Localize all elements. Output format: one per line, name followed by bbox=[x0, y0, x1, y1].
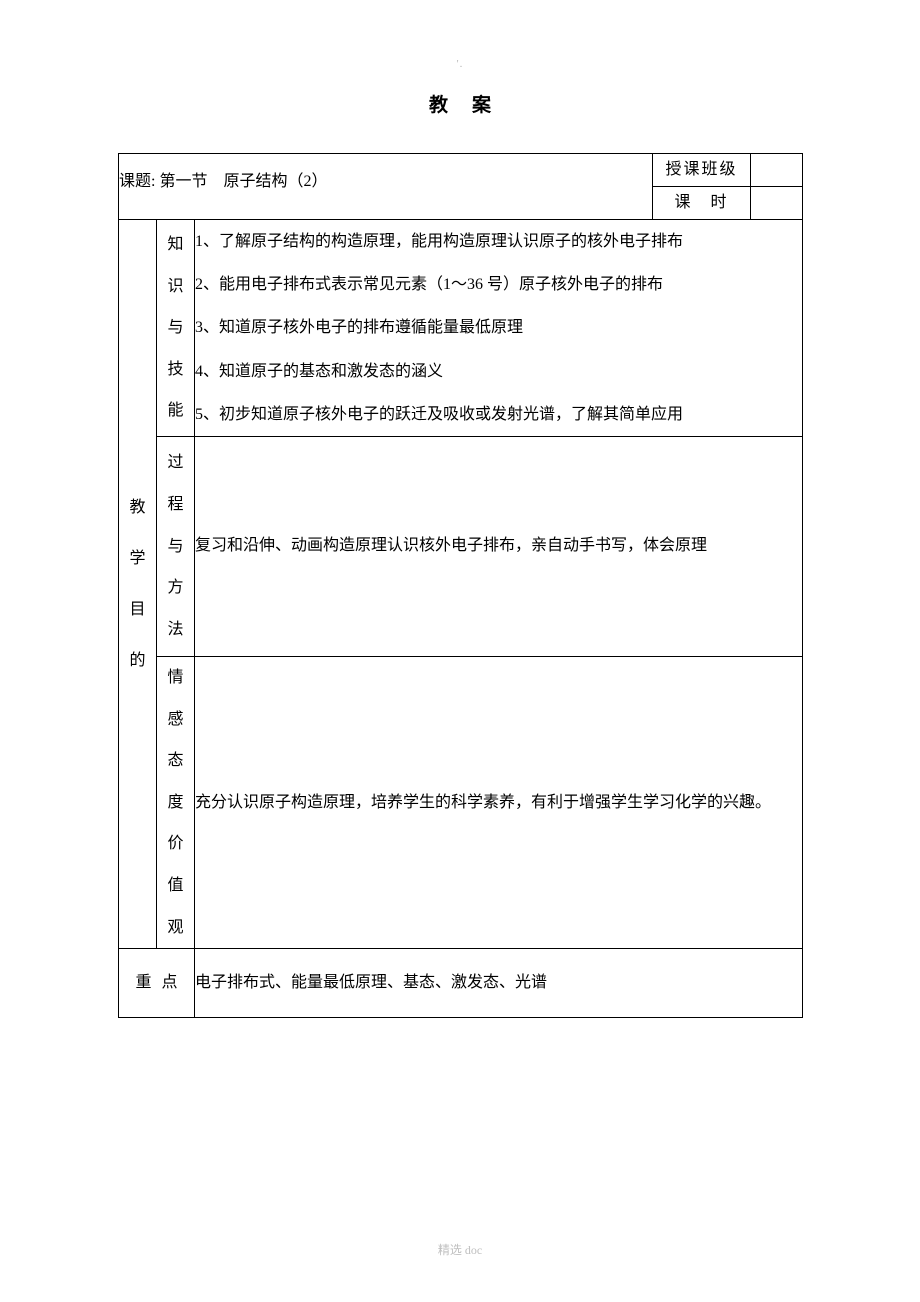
char: 过 bbox=[157, 442, 194, 484]
knowledge-content: 1、了解原子结构的构造原理，能用构造原理认识原子的核外电子排布 2、能用电子排布… bbox=[195, 220, 803, 437]
char: 的 bbox=[119, 635, 156, 686]
objectives-main-label: 教 学 目 的 bbox=[119, 220, 157, 949]
char: 与 bbox=[157, 307, 194, 349]
char: 度 bbox=[157, 782, 194, 824]
page-body: 教案 课题: 第一节 原子结构（2） 授课班级 课 时 教 bbox=[0, 0, 920, 1058]
char: 感 bbox=[157, 699, 194, 741]
char: 价 bbox=[157, 823, 194, 865]
table-row: 过 程 与 方 法 复习和沿伸、动画构造原理认识核外电子排布，亲自动手书写，体会… bbox=[119, 436, 803, 656]
period-value bbox=[751, 187, 803, 220]
period-label: 课 时 bbox=[653, 187, 751, 220]
char: 值 bbox=[157, 865, 194, 907]
table-row: 重点 电子排布式、能量最低原理、基态、激发态、光谱 bbox=[119, 949, 803, 1018]
document-title: 教案 bbox=[118, 90, 802, 117]
char: 法 bbox=[157, 609, 194, 651]
topic-label: 课题: bbox=[119, 173, 155, 190]
knowledge-label: 知 识 与 技 能 bbox=[157, 220, 195, 437]
topic-value: 第一节 原子结构（2） bbox=[159, 173, 327, 190]
char: 与 bbox=[157, 526, 194, 568]
char: 学 bbox=[119, 533, 156, 584]
header-watermark: '. bbox=[457, 58, 464, 70]
keypoint-content: 电子排布式、能量最低原理、基态、激发态、光谱 bbox=[195, 949, 803, 1018]
table-row: 情 感 态 度 价 值 观 充分认识原子构造原理，培养学生的科学素养，有利于增强… bbox=[119, 656, 803, 948]
table-row: 课题: 第一节 原子结构（2） 授课班级 bbox=[119, 154, 803, 187]
char: 教 bbox=[119, 482, 156, 533]
process-label: 过 程 与 方 法 bbox=[157, 436, 195, 656]
footer-watermark: 精选 doc bbox=[438, 1241, 482, 1258]
process-content: 复习和沿伸、动画构造原理认识核外电子排布，亲自动手书写，体会原理 bbox=[195, 436, 803, 656]
list-item: 4、知道原子的基态和激发态的涵义 bbox=[195, 350, 802, 393]
list-item: 3、知道原子核外电子的排布遵循能量最低原理 bbox=[195, 306, 802, 349]
char: 情 bbox=[157, 657, 194, 699]
char: 方 bbox=[157, 567, 194, 609]
char: 态 bbox=[157, 740, 194, 782]
list-item: 5、初步知道原子核外电子的跃迁及吸收或发射光谱，了解其简单应用 bbox=[195, 393, 802, 436]
char: 知 bbox=[157, 224, 194, 266]
char: 识 bbox=[157, 266, 194, 308]
emotion-content: 充分认识原子构造原理，培养学生的科学素养，有利于增强学生学习化学的兴趣。 bbox=[195, 656, 803, 948]
char: 技 bbox=[157, 349, 194, 391]
keypoint-label: 重点 bbox=[119, 949, 195, 1018]
table-row: 教 学 目 的 知 识 与 技 能 1、了解原子结构的构造原理，能用构造原理认识… bbox=[119, 220, 803, 437]
char: 观 bbox=[157, 907, 194, 949]
topic-cell: 课题: 第一节 原子结构（2） bbox=[119, 154, 653, 220]
class-label: 授课班级 bbox=[653, 154, 751, 187]
char: 程 bbox=[157, 484, 194, 526]
char: 能 bbox=[157, 390, 194, 432]
emotion-label: 情 感 态 度 价 值 观 bbox=[157, 656, 195, 948]
class-value bbox=[751, 154, 803, 187]
list-item: 1、了解原子结构的构造原理，能用构造原理认识原子的核外电子排布 bbox=[195, 220, 802, 263]
lesson-plan-table: 课题: 第一节 原子结构（2） 授课班级 课 时 教 学 目 的 知 识 与 技 bbox=[118, 153, 803, 1018]
list-item: 2、能用电子排布式表示常见元素（1～36 号）原子核外电子的排布 bbox=[195, 263, 802, 306]
char: 目 bbox=[119, 584, 156, 635]
